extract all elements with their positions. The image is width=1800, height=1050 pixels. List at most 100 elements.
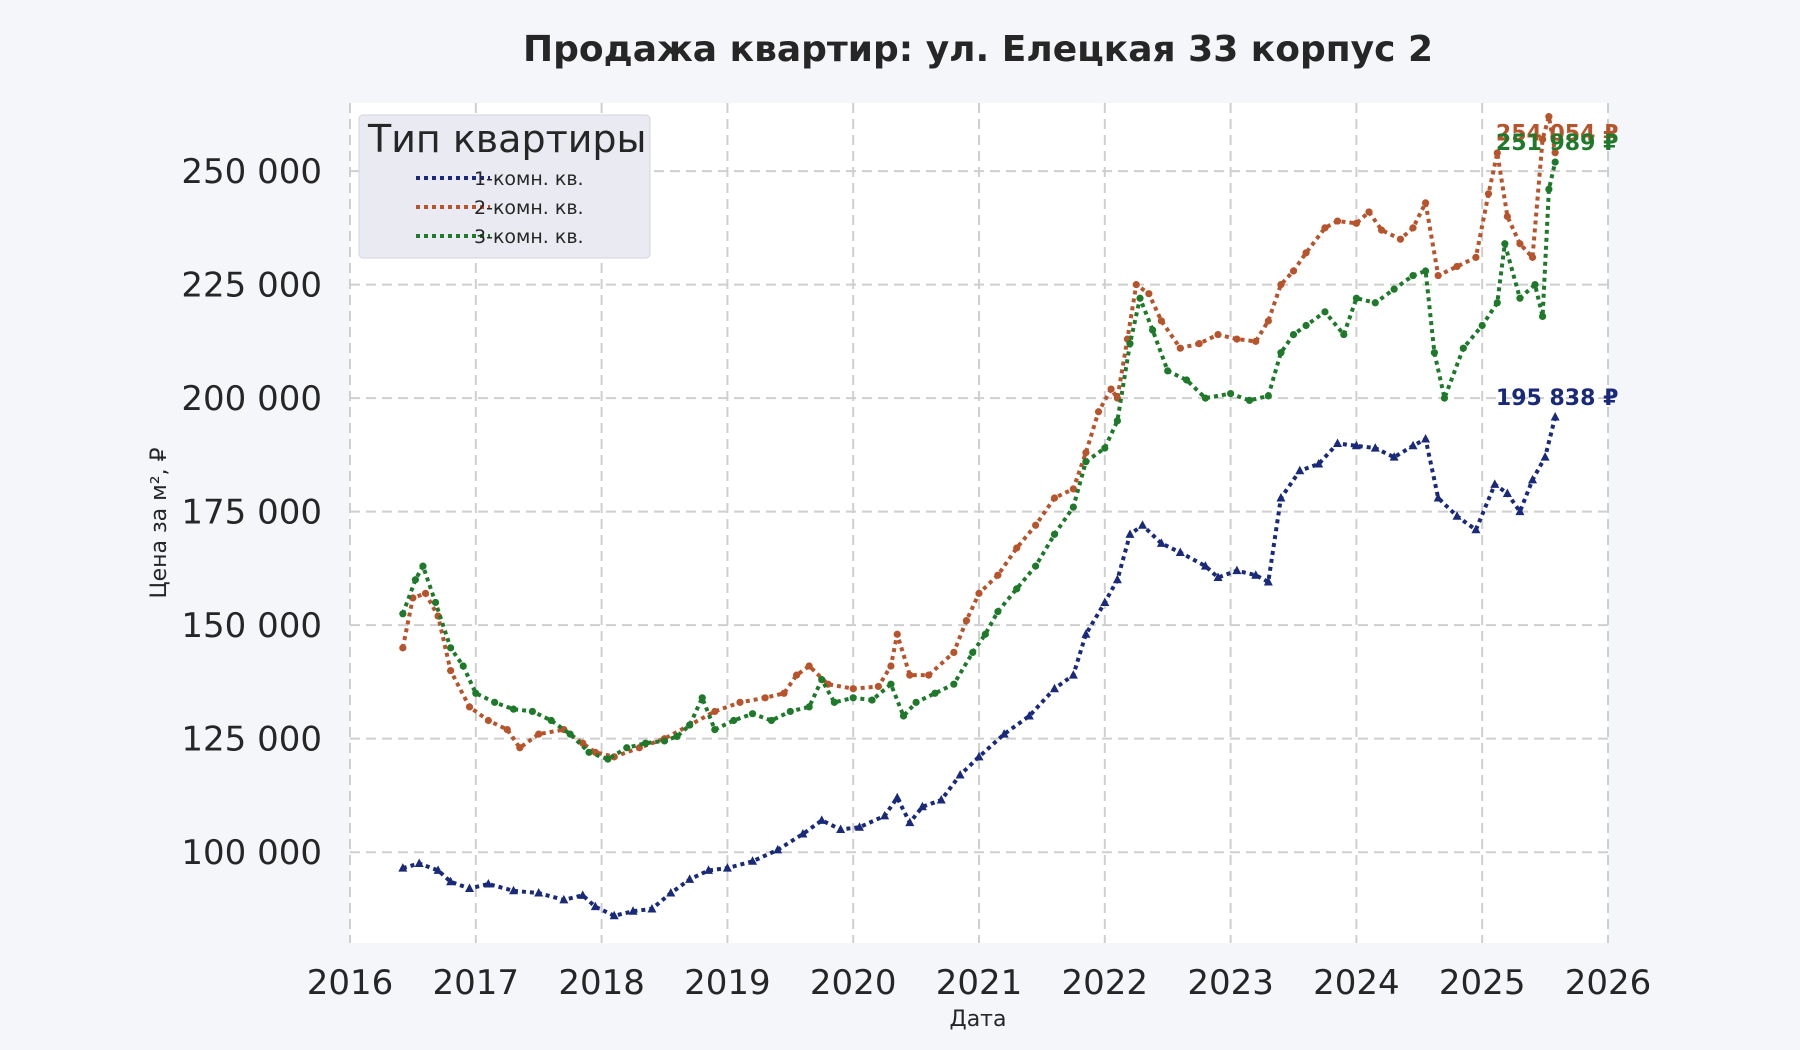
series-3-point	[969, 648, 977, 657]
series-3-point	[509, 705, 518, 713]
series-1-point	[685, 874, 695, 883]
series-2-point	[1214, 330, 1222, 339]
series-1-point	[880, 810, 890, 820]
series-3-point	[431, 598, 440, 607]
series-3-point	[686, 721, 694, 729]
series-1-point	[1068, 670, 1078, 679]
series-3-point	[1289, 330, 1298, 339]
series-1-point	[1276, 493, 1286, 502]
series-3-point	[1302, 321, 1310, 330]
x-tick-label: 2019	[684, 963, 771, 1003]
series-1-point	[999, 729, 1009, 738]
series-3-point	[1113, 417, 1121, 425]
y-tick-label: 200 000	[181, 379, 322, 419]
legend-title: Тип квартиры	[367, 117, 647, 161]
series-1-point	[1200, 561, 1210, 570]
series-3-point	[994, 607, 1002, 616]
series-2-point	[1538, 135, 1547, 143]
series-2-point	[1516, 240, 1524, 248]
series-3-point	[1126, 340, 1134, 348]
series-3-point	[447, 644, 455, 652]
series-3-point	[1227, 389, 1235, 398]
series-3-point	[623, 744, 631, 752]
series-3-point	[1478, 321, 1486, 330]
series-3-point	[1459, 344, 1467, 352]
series-3-point	[491, 698, 499, 706]
series-3-point	[711, 725, 719, 734]
series-1-point	[509, 885, 519, 895]
series-2-point	[1157, 317, 1166, 325]
series-1-point	[1213, 572, 1223, 581]
series-1-point	[446, 876, 456, 886]
series-2-point	[736, 698, 744, 706]
series-1-point	[817, 815, 827, 824]
series-2-point	[1321, 224, 1329, 232]
series-2-point	[1094, 408, 1103, 416]
series-2-point	[1145, 290, 1153, 298]
series-1-point	[1081, 629, 1091, 638]
series-2-point	[1050, 494, 1059, 502]
series-1-point	[483, 878, 493, 888]
series-3-point	[399, 610, 407, 618]
series-1-point	[1138, 520, 1148, 529]
series-2-point	[711, 707, 719, 716]
x-tick-label: 2017	[433, 963, 520, 1003]
series-3-legend-label: 3-комн. кв.	[474, 226, 584, 248]
series-3-point	[1013, 585, 1021, 593]
series-3-point	[1516, 294, 1524, 302]
series-3-point	[1050, 530, 1059, 538]
y-tick-label: 250 000	[181, 152, 322, 192]
series-2-point	[950, 648, 958, 657]
x-tick-label: 2023	[1187, 963, 1274, 1003]
series-3-point	[547, 716, 555, 725]
series-1-point	[936, 794, 946, 804]
series-1-point	[1433, 493, 1443, 502]
series-3-point	[1164, 367, 1172, 375]
series-2-point	[1365, 208, 1373, 216]
series-2-point	[975, 589, 983, 597]
axis-ticks: 2016 2017 2018 2019 2020 2021 2022 2023 2024 2025…	[181, 152, 1651, 1003]
series-1-point	[1175, 547, 1185, 557]
series-3-point	[673, 732, 681, 741]
series-1-point	[1100, 597, 1110, 606]
series-1-point	[1049, 683, 1059, 693]
series-3-point	[698, 694, 706, 702]
series-2-point	[1352, 219, 1360, 227]
series-1-point	[854, 822, 864, 831]
series-2-point	[465, 703, 474, 711]
series-2-point	[849, 685, 857, 693]
legend: Тип квартиры 1-комн. кв. 2-комн. кв. 3-ком…	[358, 114, 651, 259]
series-3-point	[981, 630, 989, 638]
series-1-point	[1024, 710, 1034, 720]
series-2-point	[1195, 340, 1203, 348]
series-1-point	[414, 858, 424, 868]
series-2-point	[1434, 271, 1442, 280]
series-2-point	[1545, 113, 1553, 121]
series-2-point	[1277, 281, 1285, 289]
series-2-point	[1421, 199, 1430, 207]
series-3-point	[830, 698, 838, 706]
series-2-point	[503, 725, 511, 734]
series-1-point	[578, 890, 588, 899]
series-2-point	[1107, 385, 1115, 393]
series-3-point	[1538, 312, 1547, 321]
series-3-point	[419, 562, 427, 570]
series-3-point	[1390, 285, 1398, 293]
series-3-point	[1277, 349, 1285, 357]
series-1-point	[1370, 443, 1380, 452]
series-1-point	[1528, 474, 1538, 484]
series-3-point	[1032, 562, 1040, 570]
series-1-point	[974, 751, 984, 761]
series-1-point	[1408, 440, 1418, 450]
series-3-point	[1440, 394, 1449, 402]
series-2-point	[962, 617, 971, 625]
series-2-point	[1493, 149, 1501, 157]
series-3-point	[1545, 185, 1553, 193]
series-1-point	[1333, 438, 1343, 448]
series-1-point	[1550, 412, 1560, 421]
series-2-point	[1013, 544, 1021, 552]
series-2-point	[1176, 344, 1184, 352]
series-1-point	[433, 865, 443, 874]
series-3-point	[1430, 349, 1438, 357]
